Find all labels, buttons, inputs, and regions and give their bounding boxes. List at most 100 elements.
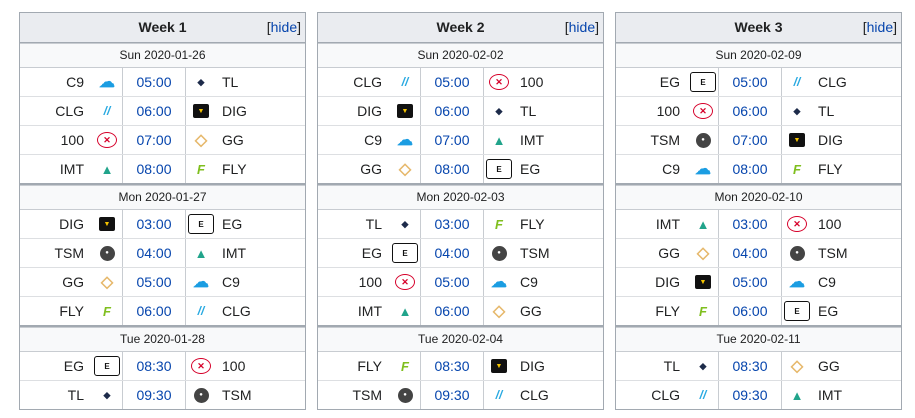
team-home: FLY	[655, 303, 680, 319]
match-row: DIG ▼ 05:00 ☁ C9	[616, 268, 901, 297]
match-time-link[interactable]: 06:00	[718, 297, 782, 325]
team-home: 100	[60, 132, 84, 148]
match-time-link[interactable]: 07:00	[718, 126, 782, 154]
match-time-link[interactable]: 05:00	[122, 68, 186, 96]
day-section: Sun 2020-02-09 EG E 05:00 // CLG 100 ✕ 06:00 ◆ TL T…	[616, 43, 901, 183]
team-logo-cell: ▼	[484, 359, 514, 373]
flyquest-logo-icon: F	[793, 161, 801, 177]
tsm-logo-icon: ●	[491, 245, 507, 261]
match-row: CLG // 06:00 ▼ DIG	[20, 97, 305, 126]
match-time-link[interactable]: 04:00	[122, 239, 186, 267]
match-time-link[interactable]: 03:00	[122, 210, 186, 238]
team-away: 100	[222, 358, 246, 374]
hide-toggle: [hide]	[862, 19, 897, 35]
match-time-link[interactable]: 06:00	[122, 97, 186, 125]
team-logo-cell: ☁	[688, 160, 718, 178]
match-time-link[interactable]: 05:00	[420, 68, 484, 96]
match-time-link[interactable]: 07:00	[420, 126, 484, 154]
immortals-logo-icon: ▲	[398, 303, 412, 319]
team-away: FLY	[818, 161, 843, 177]
cloud9-logo-icon: ☁	[491, 274, 507, 291]
match-time-link[interactable]: 05:00	[718, 268, 782, 296]
team-home: IMT	[357, 303, 382, 319]
day-section: Sun 2020-01-26 C9 ☁ 05:00 ◆ TL CLG // 06:00 ▼ DIG 1…	[20, 43, 305, 183]
cloud9-logo-icon: ☁	[99, 74, 115, 91]
team-away: EG	[222, 216, 243, 232]
match-row: TSM ● 09:30 // CLG	[318, 381, 603, 409]
day-date: Sun 2020-01-26	[20, 43, 305, 68]
team-logo-cell: ☁	[92, 73, 122, 91]
hide-link[interactable]: hide	[270, 19, 298, 35]
week-title: Week 1	[138, 19, 187, 35]
match-time-link[interactable]: 04:00	[718, 239, 782, 267]
match-time-link[interactable]: 06:00	[420, 297, 484, 325]
evil-geniuses-logo-icon: E	[94, 356, 120, 376]
team-home: EG	[361, 245, 382, 261]
match-time-link[interactable]: 09:30	[420, 381, 484, 409]
team-logo-cell: F	[390, 357, 420, 375]
match-time-link[interactable]: 05:00	[420, 268, 484, 296]
match-row: C9 ☁ 07:00 ▲ IMT	[318, 126, 603, 155]
match-time-link[interactable]: 08:00	[122, 155, 186, 183]
immortals-logo-icon: ▲	[790, 387, 804, 403]
hide-link[interactable]: hide	[568, 19, 596, 35]
clg-logo-icon: //	[401, 75, 409, 89]
team-away: TSM	[818, 245, 848, 261]
hide-link[interactable]: hide	[866, 19, 894, 35]
100-thieves-logo-icon: ✕	[787, 216, 807, 232]
team-logo-cell: ●	[390, 387, 420, 403]
dignitas-logo-icon: ▼	[99, 217, 115, 231]
dignitas-logo-icon: ▼	[789, 133, 805, 147]
day-section: Tue 2020-02-11 TL ◆ 08:30 ◇ GG CLG // 09:30 ▲ IMT	[616, 325, 901, 409]
match-time-link[interactable]: 06:00	[122, 297, 186, 325]
team-away: CLG	[818, 74, 847, 90]
cloud9-logo-icon: ☁	[397, 132, 413, 149]
day-date: Tue 2020-02-11	[616, 327, 901, 352]
clg-logo-icon: //	[699, 388, 707, 402]
match-time-link[interactable]: 08:00	[718, 155, 782, 183]
team-home: C9	[364, 132, 382, 148]
team-home: FLY	[59, 303, 84, 319]
golden-guardians-logo-icon: ◇	[492, 303, 506, 320]
match-time-link[interactable]: 05:00	[718, 68, 782, 96]
match-time-link[interactable]: 03:00	[718, 210, 782, 238]
match-time-link[interactable]: 08:00	[420, 155, 484, 183]
match-time-link[interactable]: 09:30	[122, 381, 186, 409]
match-row: TSM ● 07:00 ▼ DIG	[616, 126, 901, 155]
match-time-link[interactable]: 04:00	[420, 239, 484, 267]
team-logo-cell: ☁	[390, 131, 420, 149]
team-away: DIG	[818, 132, 843, 148]
team-logo-cell: ▲	[390, 302, 420, 320]
team-away: FLY	[520, 216, 545, 232]
match-row: GG ◇ 04:00 ● TSM	[616, 239, 901, 268]
week-table: Week 2 [hide] Sun 2020-02-02 CLG//05:00 ✕ 100…	[317, 12, 604, 410]
match-row: TL ◆ 03:00 F FLY	[318, 210, 603, 239]
100-thieves-logo-icon: ✕	[693, 103, 713, 119]
match-time-link[interactable]: 09:30	[718, 381, 782, 409]
team-home: EG	[659, 74, 680, 90]
match-time-link[interactable]: 08:30	[420, 352, 484, 380]
day-date: Mon 2020-02-03	[318, 185, 603, 210]
clg-logo-icon: //	[197, 304, 205, 318]
match-time-link[interactable]: 06:00	[420, 97, 484, 125]
team-logo-cell: F	[782, 160, 812, 178]
team-logo-cell: F	[186, 160, 216, 178]
team-away: 100	[520, 74, 544, 90]
match-time-link[interactable]: 05:00	[122, 268, 186, 296]
team-home: FLY	[357, 358, 382, 374]
match-row: FLY F 06:00 // CLG	[20, 297, 305, 325]
flyquest-logo-icon: F	[197, 161, 205, 177]
match-time-link[interactable]: 08:30	[122, 352, 186, 380]
team-logo-cell: ☁	[186, 273, 216, 291]
team-liquid-logo-icon: ◆	[495, 105, 503, 116]
tsm-logo-icon: ●	[193, 387, 209, 403]
team-home: 100	[656, 103, 680, 119]
match-time-link[interactable]: 08:30	[718, 352, 782, 380]
match-time-link[interactable]: 06:00	[718, 97, 782, 125]
match-time-link[interactable]: 07:00	[122, 126, 186, 154]
team-logo-cell: //	[92, 102, 122, 120]
match-time-link[interactable]: 03:00	[420, 210, 484, 238]
team-logo-cell: ✕	[484, 74, 514, 90]
team-logo-cell: E	[484, 159, 514, 179]
team-logo-cell: ◇	[484, 302, 514, 320]
